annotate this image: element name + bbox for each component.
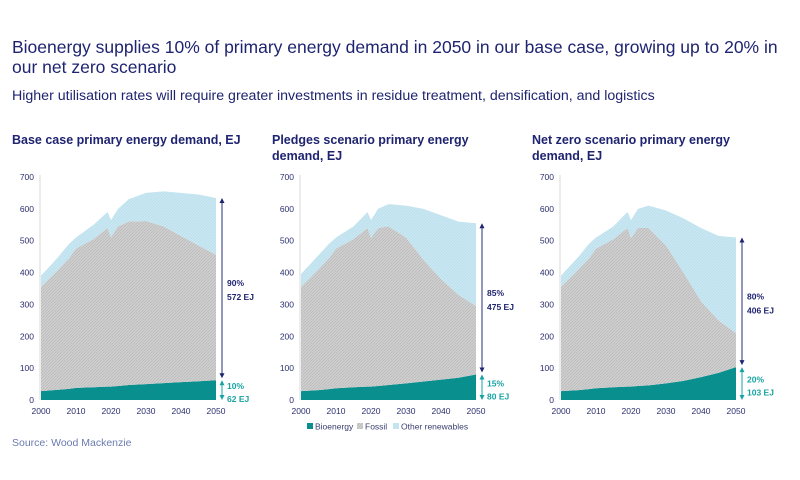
bio-ej-label: 62 EJ (227, 394, 249, 404)
legend-swatch-fossil (357, 423, 363, 429)
y-tick-label: 200 (540, 331, 554, 341)
arrow-head-up-icon (219, 198, 225, 204)
legend-label: Bioenergy (315, 422, 354, 432)
other-ej-label: 572 EJ (227, 292, 254, 302)
x-tick-label: 2030 (137, 406, 156, 416)
y-tick-label: 300 (540, 299, 554, 309)
bio-ej-label: 103 EJ (747, 388, 774, 398)
x-tick-label: 2010 (587, 406, 606, 416)
y-tick-label: 300 (20, 299, 34, 309)
y-tick-label: 0 (29, 395, 34, 405)
other-share-label: 90% (227, 278, 244, 288)
x-tick-label: 2030 (657, 406, 676, 416)
y-tick-label: 100 (540, 363, 554, 373)
y-tick-label: 500 (280, 236, 294, 246)
chart-title-net-zero: Net zero scenario primary energy demand,… (532, 133, 730, 163)
area-bioenergy (561, 367, 736, 400)
legend-label: Fossil (365, 422, 387, 432)
other-ej-label: 406 EJ (747, 305, 774, 315)
x-tick-label: 2040 (692, 406, 711, 416)
y-tick-label: 600 (280, 204, 294, 214)
y-tick-label: 0 (289, 395, 294, 405)
arrow-head-down-icon (479, 367, 485, 373)
y-tick-label: 400 (540, 268, 554, 278)
arrow-head-down-icon (479, 395, 485, 400)
x-tick-label: 2000 (292, 406, 311, 416)
other-share-label: 85% (487, 288, 504, 298)
chart-title-base-case: Base case primary energy demand, EJ (12, 133, 241, 147)
area-fossil (561, 227, 736, 392)
arrow-head-down-icon (739, 360, 745, 366)
x-tick-label: 2010 (327, 406, 346, 416)
x-tick-label: 2050 (207, 406, 226, 416)
x-tick-label: 2040 (432, 406, 451, 416)
y-tick-label: 100 (20, 363, 34, 373)
bio-ej-label: 80 EJ (487, 391, 509, 401)
y-tick-label: 300 (280, 299, 294, 309)
area-fossil (301, 226, 476, 392)
x-tick-label: 2050 (727, 406, 746, 416)
arrow-head-up-icon (739, 367, 745, 373)
legend-swatch-bioenergy (307, 423, 313, 429)
arrow-head-up-icon (739, 237, 745, 243)
y-tick-label: 700 (20, 172, 34, 182)
area-bioenergy (301, 374, 476, 400)
x-tick-label: 2000 (32, 406, 51, 416)
arrow-head-down-icon (219, 373, 225, 379)
y-tick-label: 100 (280, 363, 294, 373)
x-tick-label: 2040 (172, 406, 191, 416)
x-tick-label: 2000 (552, 406, 571, 416)
chart-title-pledges: Pledges scenario primary energy demand, … (272, 133, 469, 163)
area-fossil (41, 220, 216, 392)
y-tick-label: 400 (20, 268, 34, 278)
x-tick-label: 2030 (397, 406, 416, 416)
area-other-renewables (561, 205, 736, 334)
y-tick-label: 600 (540, 204, 554, 214)
arrow-head-up-icon (219, 380, 225, 386)
bio-share-label: 15% (487, 378, 504, 388)
y-tick-label: 200 (280, 331, 294, 341)
subtitle: Higher utilisation rates will require gr… (12, 88, 655, 104)
area-other-renewables (41, 191, 216, 287)
source-note: Source: Wood Mackenzie (12, 437, 132, 449)
arrow-head-down-icon (219, 395, 225, 400)
x-tick-label: 2020 (102, 406, 121, 416)
y-tick-label: 500 (20, 236, 34, 246)
legend-label: Other renewables (401, 422, 468, 432)
y-tick-label: 0 (549, 395, 554, 405)
arrow-head-up-icon (479, 374, 485, 380)
y-tick-label: 700 (280, 172, 294, 182)
y-tick-label: 200 (20, 331, 34, 341)
bio-share-label: 10% (227, 381, 244, 391)
bio-share-label: 20% (747, 375, 764, 385)
x-tick-label: 2050 (467, 406, 486, 416)
legend-swatch-other-renewables (393, 423, 399, 429)
area-other-renewables (301, 204, 476, 307)
other-share-label: 80% (747, 291, 764, 301)
other-ej-label: 475 EJ (487, 302, 514, 312)
x-tick-label: 2020 (622, 406, 641, 416)
x-tick-label: 2010 (67, 406, 86, 416)
arrow-head-down-icon (739, 395, 745, 400)
arrow-head-up-icon (479, 223, 485, 229)
y-tick-label: 400 (280, 268, 294, 278)
y-tick-label: 700 (540, 172, 554, 182)
area-bioenergy (41, 380, 216, 400)
y-tick-label: 500 (540, 236, 554, 246)
x-tick-label: 2020 (362, 406, 381, 416)
headline: Bioenergy supplies 10% of primary energy… (12, 37, 778, 77)
y-tick-label: 600 (20, 204, 34, 214)
